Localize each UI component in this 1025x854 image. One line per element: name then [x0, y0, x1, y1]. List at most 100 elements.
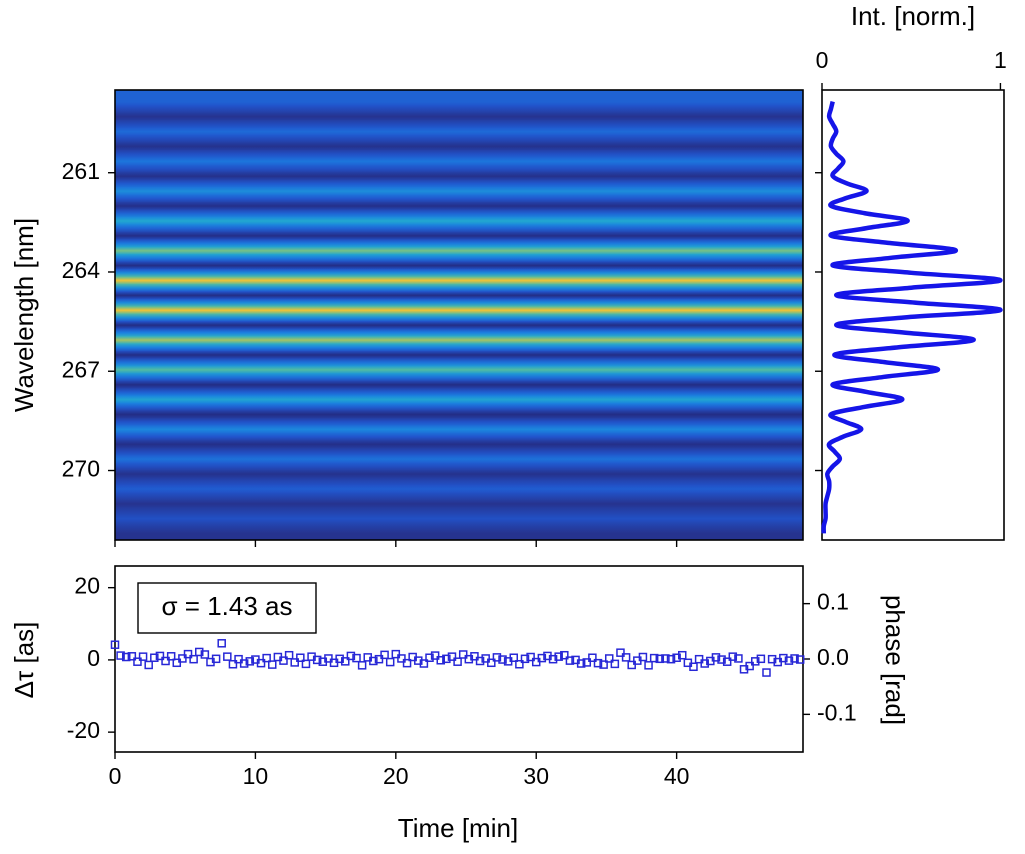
data-point — [593, 658, 603, 668]
data-point — [588, 653, 597, 662]
phase-axis-label: phase [rad] — [880, 595, 910, 725]
time-axis-label: Time [min] — [398, 813, 518, 843]
spectrum-axis-label: Int. [norm.] — [851, 1, 975, 31]
heatmap-row — [115, 336, 803, 345]
data-point — [604, 654, 614, 663]
heatmap-row — [115, 455, 803, 464]
data-point — [217, 639, 226, 648]
data-point — [150, 653, 159, 662]
data-point — [784, 656, 794, 665]
heatmap-row — [115, 484, 803, 493]
data-point — [689, 662, 698, 672]
data-point — [470, 652, 479, 661]
data-point — [526, 652, 535, 662]
data-point — [436, 656, 445, 665]
data-point — [711, 653, 721, 662]
data-point — [256, 658, 266, 668]
data-point — [672, 653, 681, 662]
heatmap-row — [115, 499, 803, 508]
data-point — [576, 659, 586, 668]
data-point — [178, 654, 187, 663]
data-point — [127, 652, 137, 661]
data-point — [599, 660, 608, 669]
x-tick-label: 0 — [816, 47, 829, 73]
data-point — [189, 654, 198, 664]
data-point — [734, 654, 743, 663]
heatmap-row — [115, 135, 803, 144]
heatmap-row — [115, 410, 803, 419]
heatmap-row — [115, 276, 803, 285]
data-point — [487, 658, 496, 668]
data-point — [239, 659, 249, 668]
data-point — [509, 653, 519, 662]
annotation-box — [137, 582, 317, 634]
data-point — [324, 654, 333, 663]
data-point — [183, 649, 193, 659]
data-point — [762, 668, 771, 677]
heatmap-row — [115, 120, 803, 129]
heatmap-row — [115, 522, 803, 531]
data-point — [677, 650, 687, 660]
x-tick-label: 30 — [523, 763, 549, 789]
data-point — [565, 656, 575, 665]
data-point — [268, 660, 277, 669]
heatmap-row — [115, 164, 803, 173]
heatmap-row — [115, 127, 803, 136]
delay-axis-label: Δτ [as] — [9, 622, 39, 699]
heatmap-row — [115, 432, 803, 441]
data-point — [644, 661, 653, 670]
data-point — [795, 655, 805, 664]
heatmap-row — [115, 462, 803, 471]
data-point — [756, 654, 766, 664]
data-point — [296, 653, 305, 662]
data-point — [666, 654, 676, 664]
data-point — [262, 653, 271, 663]
data-point — [290, 658, 299, 667]
data-point — [352, 653, 361, 663]
data-point — [700, 659, 709, 668]
heatmap-row — [115, 105, 803, 114]
y-tick-label: 267 — [62, 356, 100, 382]
data-point — [790, 654, 799, 663]
x-tick-label: 1 — [994, 47, 1007, 73]
data-point — [447, 652, 457, 661]
heatmap-row — [115, 328, 803, 337]
data-point — [200, 650, 210, 659]
heatmap-rows — [115, 90, 803, 541]
data-point — [520, 654, 530, 664]
heatmap-row — [115, 447, 803, 456]
heatmap-row — [115, 492, 803, 501]
data-point — [560, 650, 569, 660]
x-tick-label: 10 — [243, 763, 269, 789]
heatmap-row — [115, 269, 803, 278]
y-tick-label: 264 — [62, 257, 101, 283]
x-tick-label: 40 — [664, 763, 690, 789]
heatmap-row — [115, 298, 803, 307]
data-point — [610, 659, 620, 669]
data-point — [380, 650, 389, 660]
heatmap-row — [115, 373, 803, 382]
spectrum-frame — [821, 89, 1005, 541]
data-point — [374, 654, 384, 664]
data-point — [616, 648, 625, 657]
heatmap-row — [115, 246, 803, 255]
heatmap-row — [115, 306, 803, 315]
heatmap-frame — [114, 89, 804, 541]
data-point — [582, 658, 592, 667]
data-point — [116, 651, 125, 660]
y-tick-label: 0 — [87, 645, 100, 671]
data-point — [301, 659, 311, 669]
heatmap-row — [115, 514, 803, 523]
y2-tick-label: -0.1 — [817, 699, 857, 725]
heatmap-row — [115, 507, 803, 516]
data-point — [638, 652, 648, 662]
data-point — [419, 659, 429, 668]
data-point — [234, 654, 243, 664]
heatmap-row — [115, 209, 803, 218]
heatmap-row — [115, 395, 803, 404]
y-tick-label: 270 — [62, 456, 100, 482]
data-point — [341, 657, 350, 666]
heatmap-row — [115, 425, 803, 434]
heatmap-row — [115, 291, 803, 300]
